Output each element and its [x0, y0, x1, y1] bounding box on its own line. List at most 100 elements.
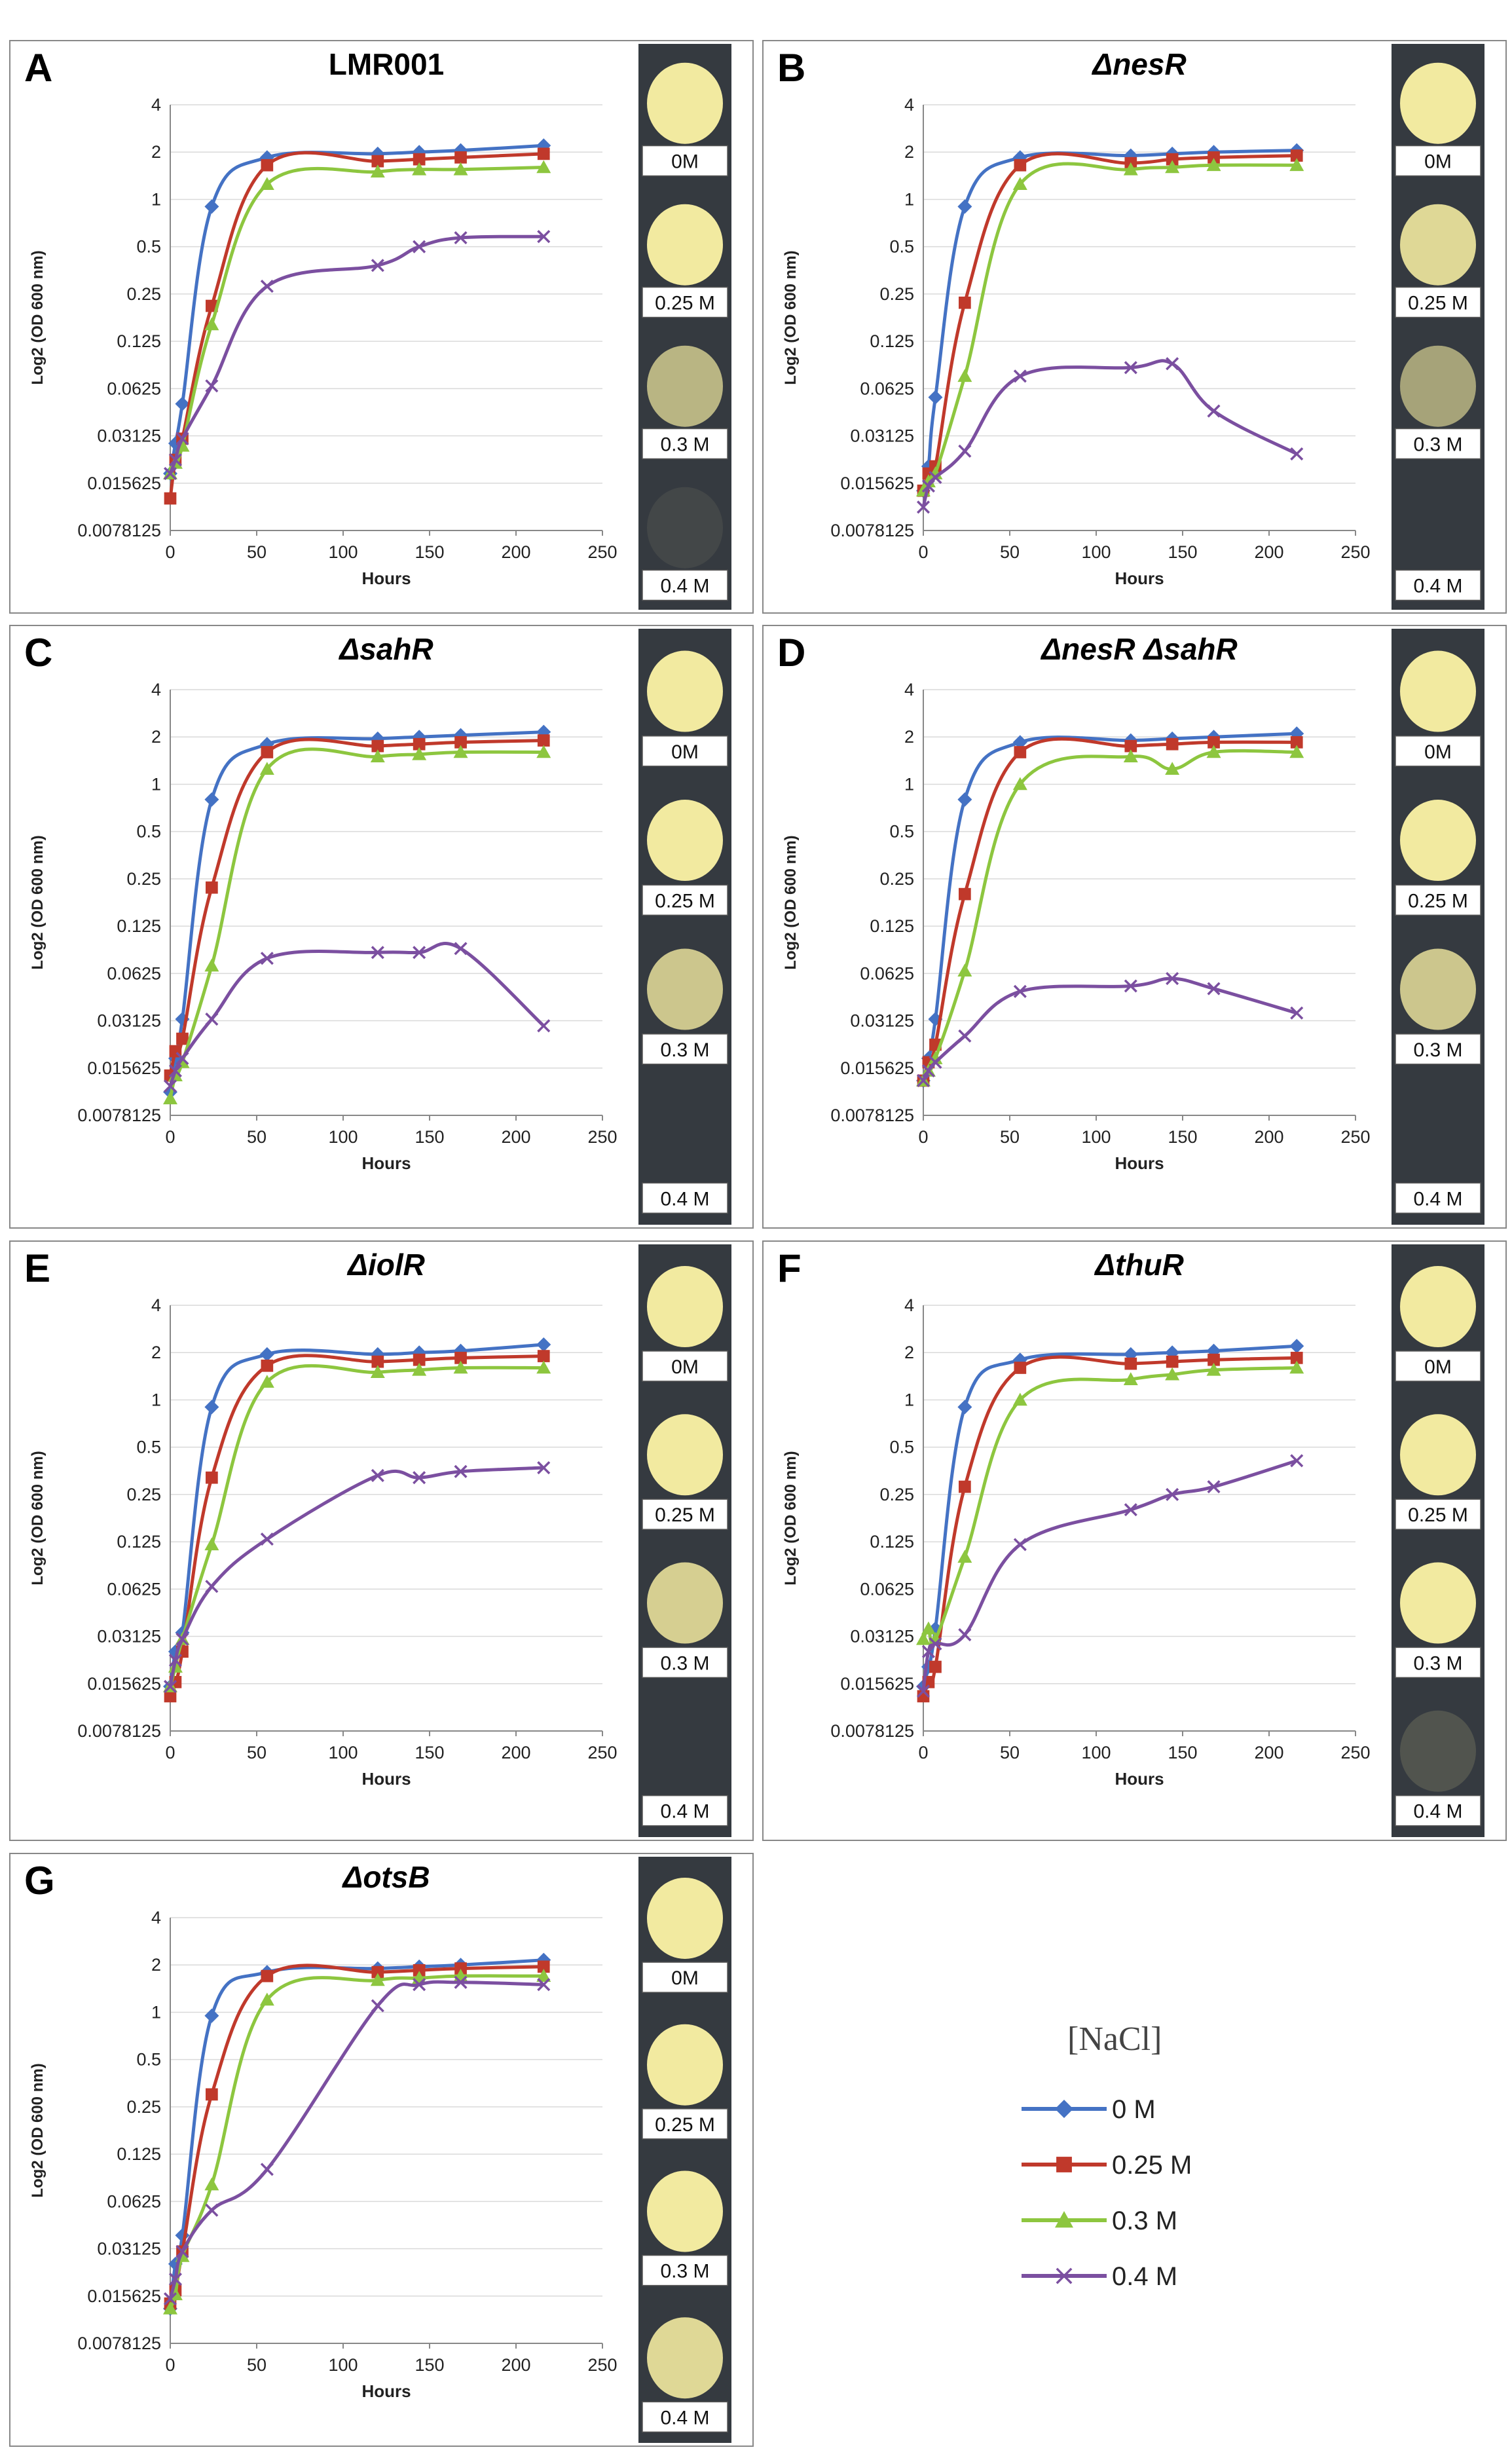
data-point-x-marker	[1207, 404, 1221, 418]
colony-label: 0.3 M	[660, 1039, 709, 1061]
data-point-x-marker	[958, 444, 972, 458]
y-axis-label: Log2 (OD 600 nm)	[782, 250, 800, 384]
x-marker-stroke-b	[1207, 404, 1221, 418]
x-marker-stroke-b	[958, 1029, 972, 1043]
x-marker-stroke-b	[916, 1684, 931, 1698]
x-marker-stroke-b	[175, 1632, 189, 1646]
x-marker-stroke-b	[921, 479, 935, 493]
series-line	[168, 1980, 544, 2299]
colony-label-box	[642, 2108, 728, 2140]
legend-entry-1: 0.25 M	[1022, 2151, 1192, 2180]
y-axis-label: Log2 (OD 600 nm)	[29, 1451, 46, 1585]
data-point-triangle-marker	[370, 1365, 385, 1378]
y-tick-label: 0.25	[879, 284, 914, 304]
x-marker-stroke-b	[371, 946, 384, 959]
data-point-square-marker	[1166, 153, 1179, 166]
x-marker-stroke-b	[205, 379, 219, 393]
y-tick-label: 0.5	[136, 2050, 161, 2070]
data-point-diamond-marker	[204, 1400, 219, 1415]
data-point-x-marker	[413, 1471, 426, 1485]
x-marker-stroke-b	[454, 231, 468, 245]
data-point-x-marker	[413, 1978, 426, 1992]
series-line	[921, 149, 1297, 491]
colony-label: 0.3 M	[1413, 1039, 1462, 1061]
x-tick-label: 150	[1168, 1127, 1197, 1147]
series-line	[168, 234, 544, 474]
y-tick-label: 4	[151, 680, 161, 699]
data-point-x-marker	[175, 2244, 189, 2258]
x-marker-stroke-b	[413, 946, 426, 959]
colony-spot	[647, 800, 723, 882]
data-point-x-marker	[1207, 982, 1221, 995]
data-point-triangle-marker	[204, 958, 219, 972]
x-marker-stroke-b	[916, 1073, 931, 1087]
colony-label: 0M	[671, 741, 699, 763]
data-point-square-marker	[261, 158, 274, 172]
x-tick-label: 150	[1168, 1743, 1197, 1762]
x-marker-stroke-b	[175, 1051, 189, 1066]
data-point-x-marker	[175, 1051, 189, 1066]
data-point-triangle-marker	[412, 162, 427, 176]
data-point-x-marker	[168, 453, 182, 467]
panel-border	[9, 40, 754, 614]
data-point-x-marker	[163, 2292, 177, 2306]
x-marker-stroke-b	[1056, 2267, 1073, 2284]
colony-spot	[647, 345, 723, 427]
y-tick-label: 0.0078125	[77, 2334, 161, 2353]
series-3	[163, 942, 551, 1093]
x-marker-stroke-b	[163, 466, 177, 481]
data-point-square-marker	[1014, 746, 1027, 758]
data-point-square-marker	[1014, 1362, 1027, 1374]
data-point-x-marker	[1290, 1454, 1304, 1468]
y-tick-label: 0.5	[136, 237, 161, 257]
data-point-x-marker	[1013, 984, 1027, 998]
colony-label: 0.4 M	[1413, 1188, 1462, 1210]
x-marker-stroke-b	[168, 2273, 182, 2286]
data-point-x-marker	[537, 1019, 551, 1033]
data-point-triangle-marker	[453, 162, 468, 176]
series-line	[168, 143, 544, 474]
x-marker-stroke-b	[958, 1628, 972, 1642]
data-point-x-marker	[1013, 369, 1027, 383]
data-point-x-marker	[916, 1073, 931, 1087]
data-point-x-marker	[1290, 1006, 1304, 1020]
colony-label-box	[642, 1498, 728, 1530]
data-point-square-marker	[1124, 1357, 1137, 1370]
x-marker-stroke-b	[929, 470, 942, 485]
data-point-triangle-marker	[204, 317, 219, 331]
colony-spot	[647, 2024, 723, 2106]
data-point-triangle-marker	[1165, 762, 1180, 775]
colony-label-box	[1395, 1498, 1481, 1530]
colony-spot	[647, 1414, 723, 1496]
colony-label-box	[1395, 1182, 1481, 1214]
x-tick-label: 0	[165, 542, 175, 562]
data-point-triangle-marker	[957, 1550, 972, 1563]
x-marker-stroke-b	[1013, 984, 1027, 998]
data-point-x-marker	[916, 500, 931, 514]
data-point-diamond-marker	[204, 792, 219, 807]
data-point-x-marker	[958, 1628, 972, 1642]
legend: [NaCl] 0 M 0.25 M 0.3 M 0.4 M	[1022, 2020, 1192, 2291]
chart-title: ΔnesR	[1091, 47, 1186, 81]
data-point-x-marker	[175, 432, 189, 445]
x-marker-stroke-b	[1290, 1454, 1304, 1468]
data-point-triangle-marker	[1165, 160, 1180, 174]
data-point-x-marker	[1207, 1480, 1221, 1494]
data-point-square-marker	[176, 1032, 189, 1045]
colony-label: 0.25 M	[1408, 1504, 1468, 1526]
data-point-triangle-marker	[163, 2301, 177, 2315]
panel-border	[9, 625, 754, 1229]
x-marker-stroke-b	[371, 259, 384, 272]
x-marker-stroke-b	[537, 230, 551, 244]
data-point-x-marker	[1290, 447, 1304, 461]
x-marker-stroke-b	[168, 1064, 182, 1078]
colony-label: 0.25 M	[1408, 293, 1468, 314]
colony-label-box	[1395, 1647, 1481, 1679]
data-point-square-marker	[206, 881, 218, 894]
x-axis-label: Hours	[1115, 1153, 1164, 1173]
data-point-triangle-marker	[1123, 749, 1138, 762]
series-2	[916, 1360, 1304, 1645]
data-point-triangle-marker	[370, 749, 385, 762]
x-tick-label: 200	[501, 1743, 530, 1762]
panel-letter: F	[777, 1246, 802, 1290]
